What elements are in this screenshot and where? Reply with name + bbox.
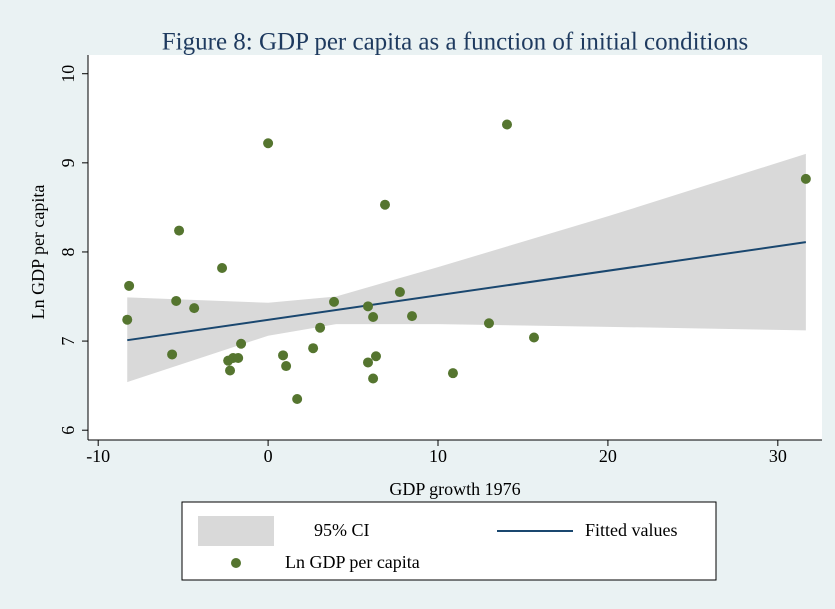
point [233, 353, 244, 364]
point [363, 301, 374, 312]
point [278, 350, 289, 361]
x-tick-label: -10 [86, 446, 110, 466]
point [292, 394, 303, 405]
point [529, 332, 540, 343]
point [379, 199, 390, 210]
point [189, 303, 200, 314]
point [368, 373, 379, 384]
x-tick-label: 0 [264, 446, 273, 466]
y-tick-label: 6 [58, 426, 78, 435]
point [217, 262, 228, 273]
point [447, 368, 458, 379]
point [174, 225, 185, 236]
y-tick-label: 8 [58, 247, 78, 256]
point [370, 351, 381, 362]
point [171, 295, 182, 306]
legend-label: Fitted values [585, 520, 678, 540]
legend-label: 95% CI [314, 520, 370, 540]
x-axis-title: GDP growth 1976 [389, 479, 520, 499]
point [225, 365, 236, 376]
point [281, 361, 292, 372]
point [167, 349, 178, 360]
x-tick-label: 10 [429, 446, 447, 466]
point [483, 318, 494, 329]
y-axis-title: Ln GDP per capita [28, 185, 48, 320]
x-tick-label: 30 [769, 446, 787, 466]
point [407, 311, 418, 322]
point [800, 173, 811, 184]
point [263, 138, 274, 149]
point [329, 296, 340, 307]
x-tick-label: 20 [599, 446, 617, 466]
point [394, 287, 405, 298]
chart-title: Figure 8: GDP per capita as a function o… [162, 29, 748, 56]
point [501, 119, 512, 130]
ci-band [127, 153, 806, 383]
point [124, 280, 135, 291]
y-tick-label: 9 [58, 158, 78, 167]
point [363, 357, 374, 368]
y-tick-label: 7 [58, 337, 78, 346]
legend-swatch [198, 516, 274, 546]
point [368, 312, 379, 323]
point [315, 322, 326, 333]
point [122, 314, 133, 325]
fit-line [127, 241, 807, 342]
point [236, 338, 247, 349]
y-tick-label: 10 [58, 65, 78, 83]
legend-label: Ln GDP per capita [285, 552, 420, 572]
legend-swatch [231, 558, 241, 568]
point [308, 343, 319, 354]
